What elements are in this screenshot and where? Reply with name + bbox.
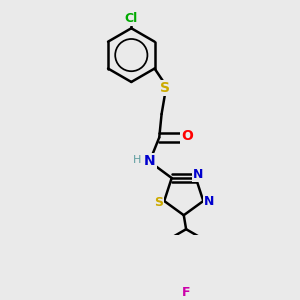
Text: H: H [133, 155, 141, 165]
Text: O: O [181, 129, 193, 143]
Text: Cl: Cl [125, 12, 138, 25]
Text: F: F [182, 286, 190, 299]
Text: N: N [204, 194, 214, 208]
Text: N: N [144, 154, 156, 168]
Text: S: S [160, 81, 170, 95]
Text: S: S [154, 196, 163, 209]
Text: N: N [193, 168, 203, 181]
